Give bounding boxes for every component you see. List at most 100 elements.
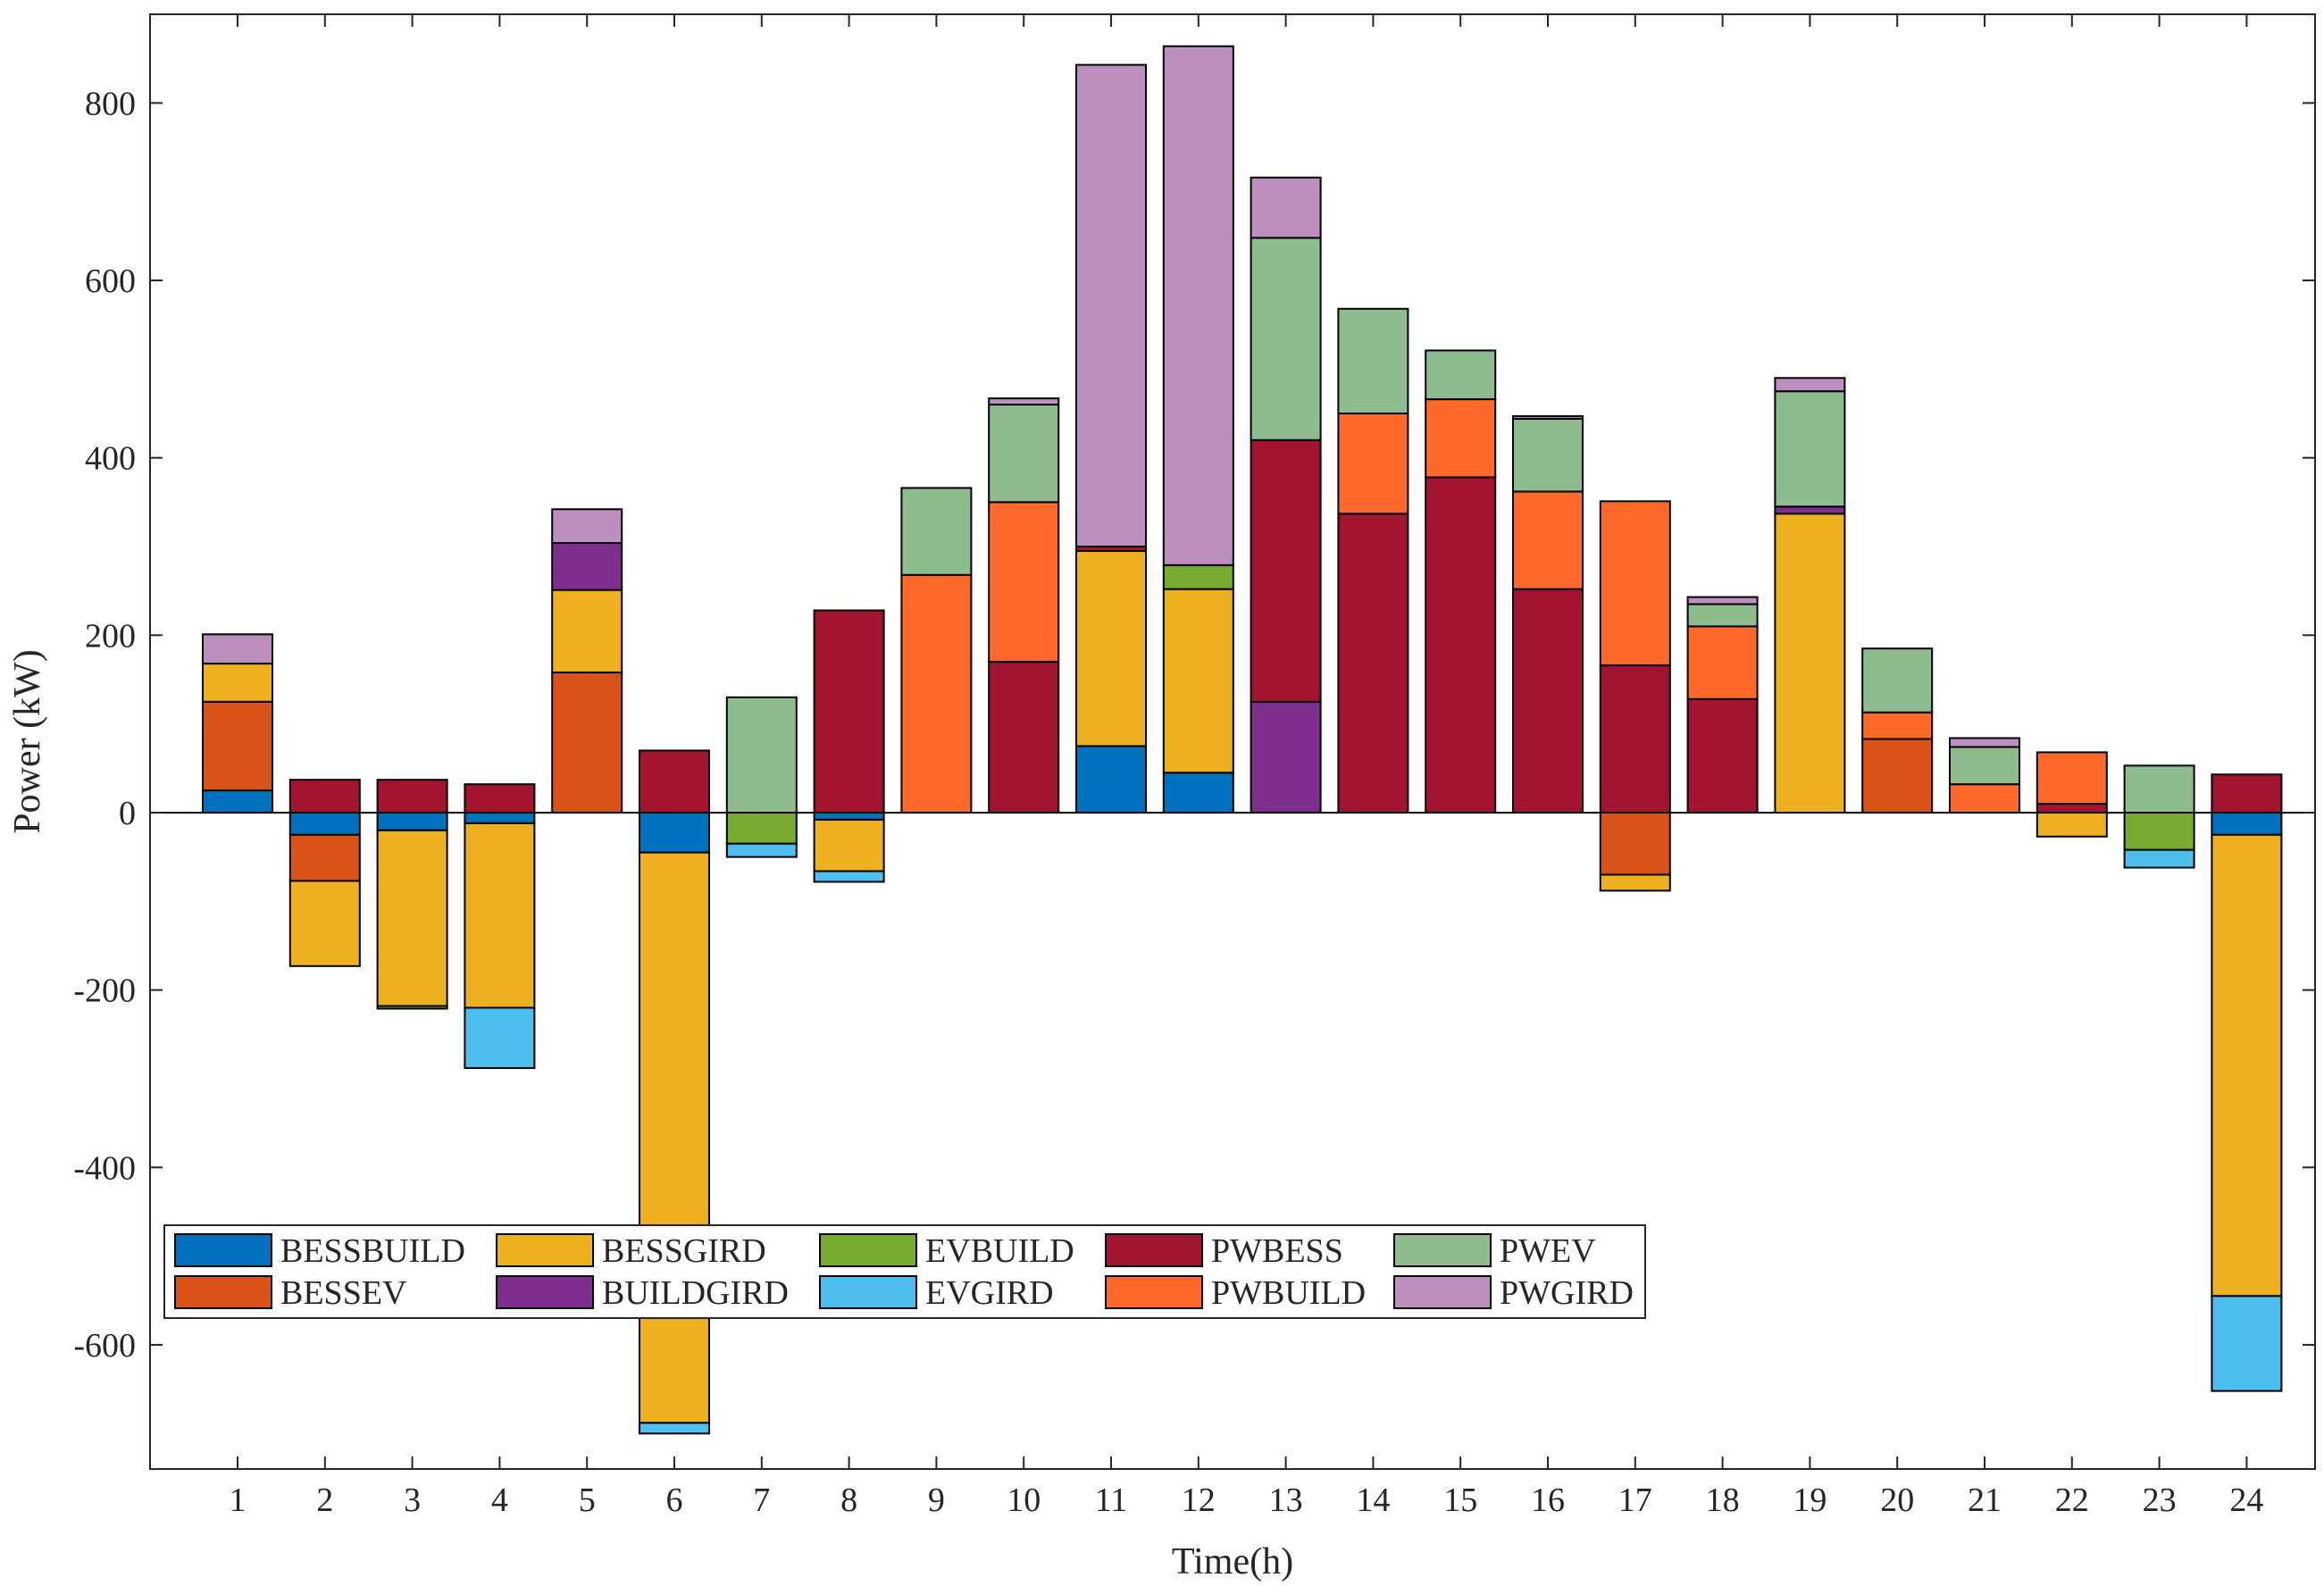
x-tick-label: 2 bbox=[316, 1482, 333, 1519]
bar-evbuild-23 bbox=[2123, 811, 2195, 851]
bar-pwgird-19 bbox=[1774, 377, 1846, 393]
bar-pwev-21 bbox=[1949, 746, 2020, 786]
bar-pwev-20 bbox=[1861, 647, 1934, 714]
bar-pwev-15 bbox=[1425, 349, 1497, 401]
bar-pwgird-11 bbox=[1075, 63, 1147, 547]
bar-pwgird-10 bbox=[988, 397, 1060, 406]
x-tick-label: 4 bbox=[491, 1482, 508, 1519]
bar-pwev-13 bbox=[1250, 237, 1322, 441]
bar-pwev-7 bbox=[725, 696, 798, 814]
bar-bessbuild-11 bbox=[1075, 745, 1147, 814]
bar-evgird-7 bbox=[725, 842, 798, 858]
bar-pwgird-16 bbox=[1512, 414, 1584, 420]
bar-pwbess-2 bbox=[288, 779, 361, 814]
bar-pwbuild-21 bbox=[1949, 783, 2020, 814]
legend-swatch-evbuild bbox=[819, 1233, 917, 1267]
bar-pwbuild-20 bbox=[1861, 711, 1934, 740]
bar-evgird-24 bbox=[2211, 1295, 2283, 1392]
bar-pwbess-24 bbox=[2211, 773, 2283, 814]
bar-evgird-4 bbox=[464, 1006, 536, 1070]
bar-pwbuild-15 bbox=[1425, 398, 1497, 479]
bar-pwbess-13 bbox=[1250, 438, 1322, 703]
x-tick-label: 19 bbox=[1793, 1482, 1827, 1519]
x-tick-label: 24 bbox=[2229, 1482, 2263, 1519]
x-tick-label: 21 bbox=[1968, 1482, 2002, 1519]
bar-bessgird-2 bbox=[288, 880, 361, 967]
bar-pwgird-13 bbox=[1250, 176, 1322, 239]
bar-pwbess-8 bbox=[813, 609, 885, 814]
bar-bessgird-19 bbox=[1774, 513, 1846, 814]
y-tick-label: 0 bbox=[119, 795, 136, 832]
x-tick-label: 18 bbox=[1706, 1482, 1740, 1519]
y-tick-label: 200 bbox=[85, 617, 136, 655]
y-tick-label: 800 bbox=[85, 85, 136, 122]
bar-evbuild-3 bbox=[376, 1005, 448, 1010]
bar-pwbess-18 bbox=[1686, 697, 1759, 814]
legend-label-bessgird: BESSGIRD bbox=[602, 1232, 766, 1270]
bar-pwev-9 bbox=[900, 487, 973, 576]
bar-pwbuild-18 bbox=[1686, 625, 1759, 700]
bar-pwgird-21 bbox=[1949, 737, 2020, 748]
x-tick-label: 22 bbox=[2055, 1482, 2089, 1519]
bar-bessbuild-6 bbox=[639, 811, 710, 854]
bar-buildgird-19 bbox=[1774, 505, 1846, 515]
bar-bessbuild-4 bbox=[464, 811, 536, 824]
x-tick-label: 15 bbox=[1443, 1482, 1477, 1519]
bars-group bbox=[202, 45, 2283, 1435]
bar-pwbess-15 bbox=[1425, 476, 1497, 814]
bar-pwbess-4 bbox=[464, 783, 536, 814]
x-tick-label: 1 bbox=[230, 1482, 247, 1519]
legend-swatch-bessbuild bbox=[174, 1233, 272, 1267]
bar-pwev-16 bbox=[1512, 417, 1584, 493]
bar-bessgird-17 bbox=[1599, 873, 1671, 892]
bar-evbuild-7 bbox=[725, 811, 798, 845]
legend-swatch-buildgird bbox=[496, 1275, 594, 1309]
x-tick-label: 5 bbox=[579, 1482, 596, 1519]
bar-pwbuild-17 bbox=[1599, 500, 1671, 667]
bar-bessev-1 bbox=[202, 700, 273, 792]
legend-swatch-bessev bbox=[174, 1275, 272, 1309]
bar-bessev-2 bbox=[288, 833, 361, 882]
bar-evgird-23 bbox=[2123, 848, 2195, 869]
y-tick-label: -400 bbox=[73, 1149, 136, 1187]
x-tick-label: 13 bbox=[1269, 1482, 1303, 1519]
bar-pwbess-22 bbox=[2036, 803, 2108, 814]
legend-label-pwbess: PWBESS bbox=[1211, 1232, 1343, 1270]
bar-bessbuild-24 bbox=[2211, 811, 2283, 836]
y-tick-label: 600 bbox=[85, 263, 136, 300]
bar-bessgird-22 bbox=[2036, 811, 2108, 838]
bar-buildgird-5 bbox=[551, 542, 623, 591]
x-tick-label: 20 bbox=[1880, 1482, 1914, 1519]
bar-pwbuild-22 bbox=[2036, 751, 2108, 806]
bar-bessbuild-1 bbox=[202, 789, 273, 814]
legend-swatch-evgird bbox=[819, 1275, 917, 1309]
x-tick-label: 9 bbox=[928, 1482, 945, 1519]
bar-buildgird-13 bbox=[1250, 700, 1322, 814]
bar-pwbuild-16 bbox=[1512, 490, 1584, 590]
x-axis-label: Time(h) bbox=[1172, 1541, 1293, 1582]
bar-pwbess-3 bbox=[376, 779, 448, 814]
x-tick-label: 10 bbox=[1007, 1482, 1041, 1519]
bar-pwgird-5 bbox=[551, 508, 623, 545]
legend-swatch-pwgird bbox=[1393, 1275, 1492, 1309]
bar-bessev-5 bbox=[551, 672, 623, 814]
bar-pwgird-1 bbox=[202, 633, 273, 665]
bar-pwbuild-9 bbox=[900, 573, 973, 814]
bar-pwbess-16 bbox=[1512, 588, 1584, 814]
bar-bessev-17 bbox=[1599, 811, 1671, 876]
bar-pwgird-18 bbox=[1686, 596, 1759, 605]
bar-evgird-8 bbox=[813, 870, 885, 883]
y-axis-label: Power (kW) bbox=[7, 649, 48, 833]
legend-label-evgird: EVGIRD bbox=[925, 1274, 1054, 1312]
bar-pwbess-6 bbox=[639, 749, 710, 814]
bar-bessgird-3 bbox=[376, 829, 448, 1007]
bar-bessev-20 bbox=[1861, 738, 1934, 814]
x-tick-label: 11 bbox=[1095, 1482, 1128, 1519]
bar-bessgird-1 bbox=[202, 663, 273, 703]
legend: BESSBUILD BESSEV BESSGIRD BUILDGIRD EVBUILD E… bbox=[163, 1224, 1646, 1319]
x-tick-label: 17 bbox=[1618, 1482, 1652, 1519]
x-axis: 1 2 3 4 5 6 7 8 9 10 11 12 13 14 15 16 17 18 19 20 21 22 23 24 bbox=[230, 14, 2263, 1519]
legend-label-bessbuild: BESSBUILD bbox=[280, 1232, 465, 1270]
bar-evbuild-12 bbox=[1162, 563, 1234, 590]
